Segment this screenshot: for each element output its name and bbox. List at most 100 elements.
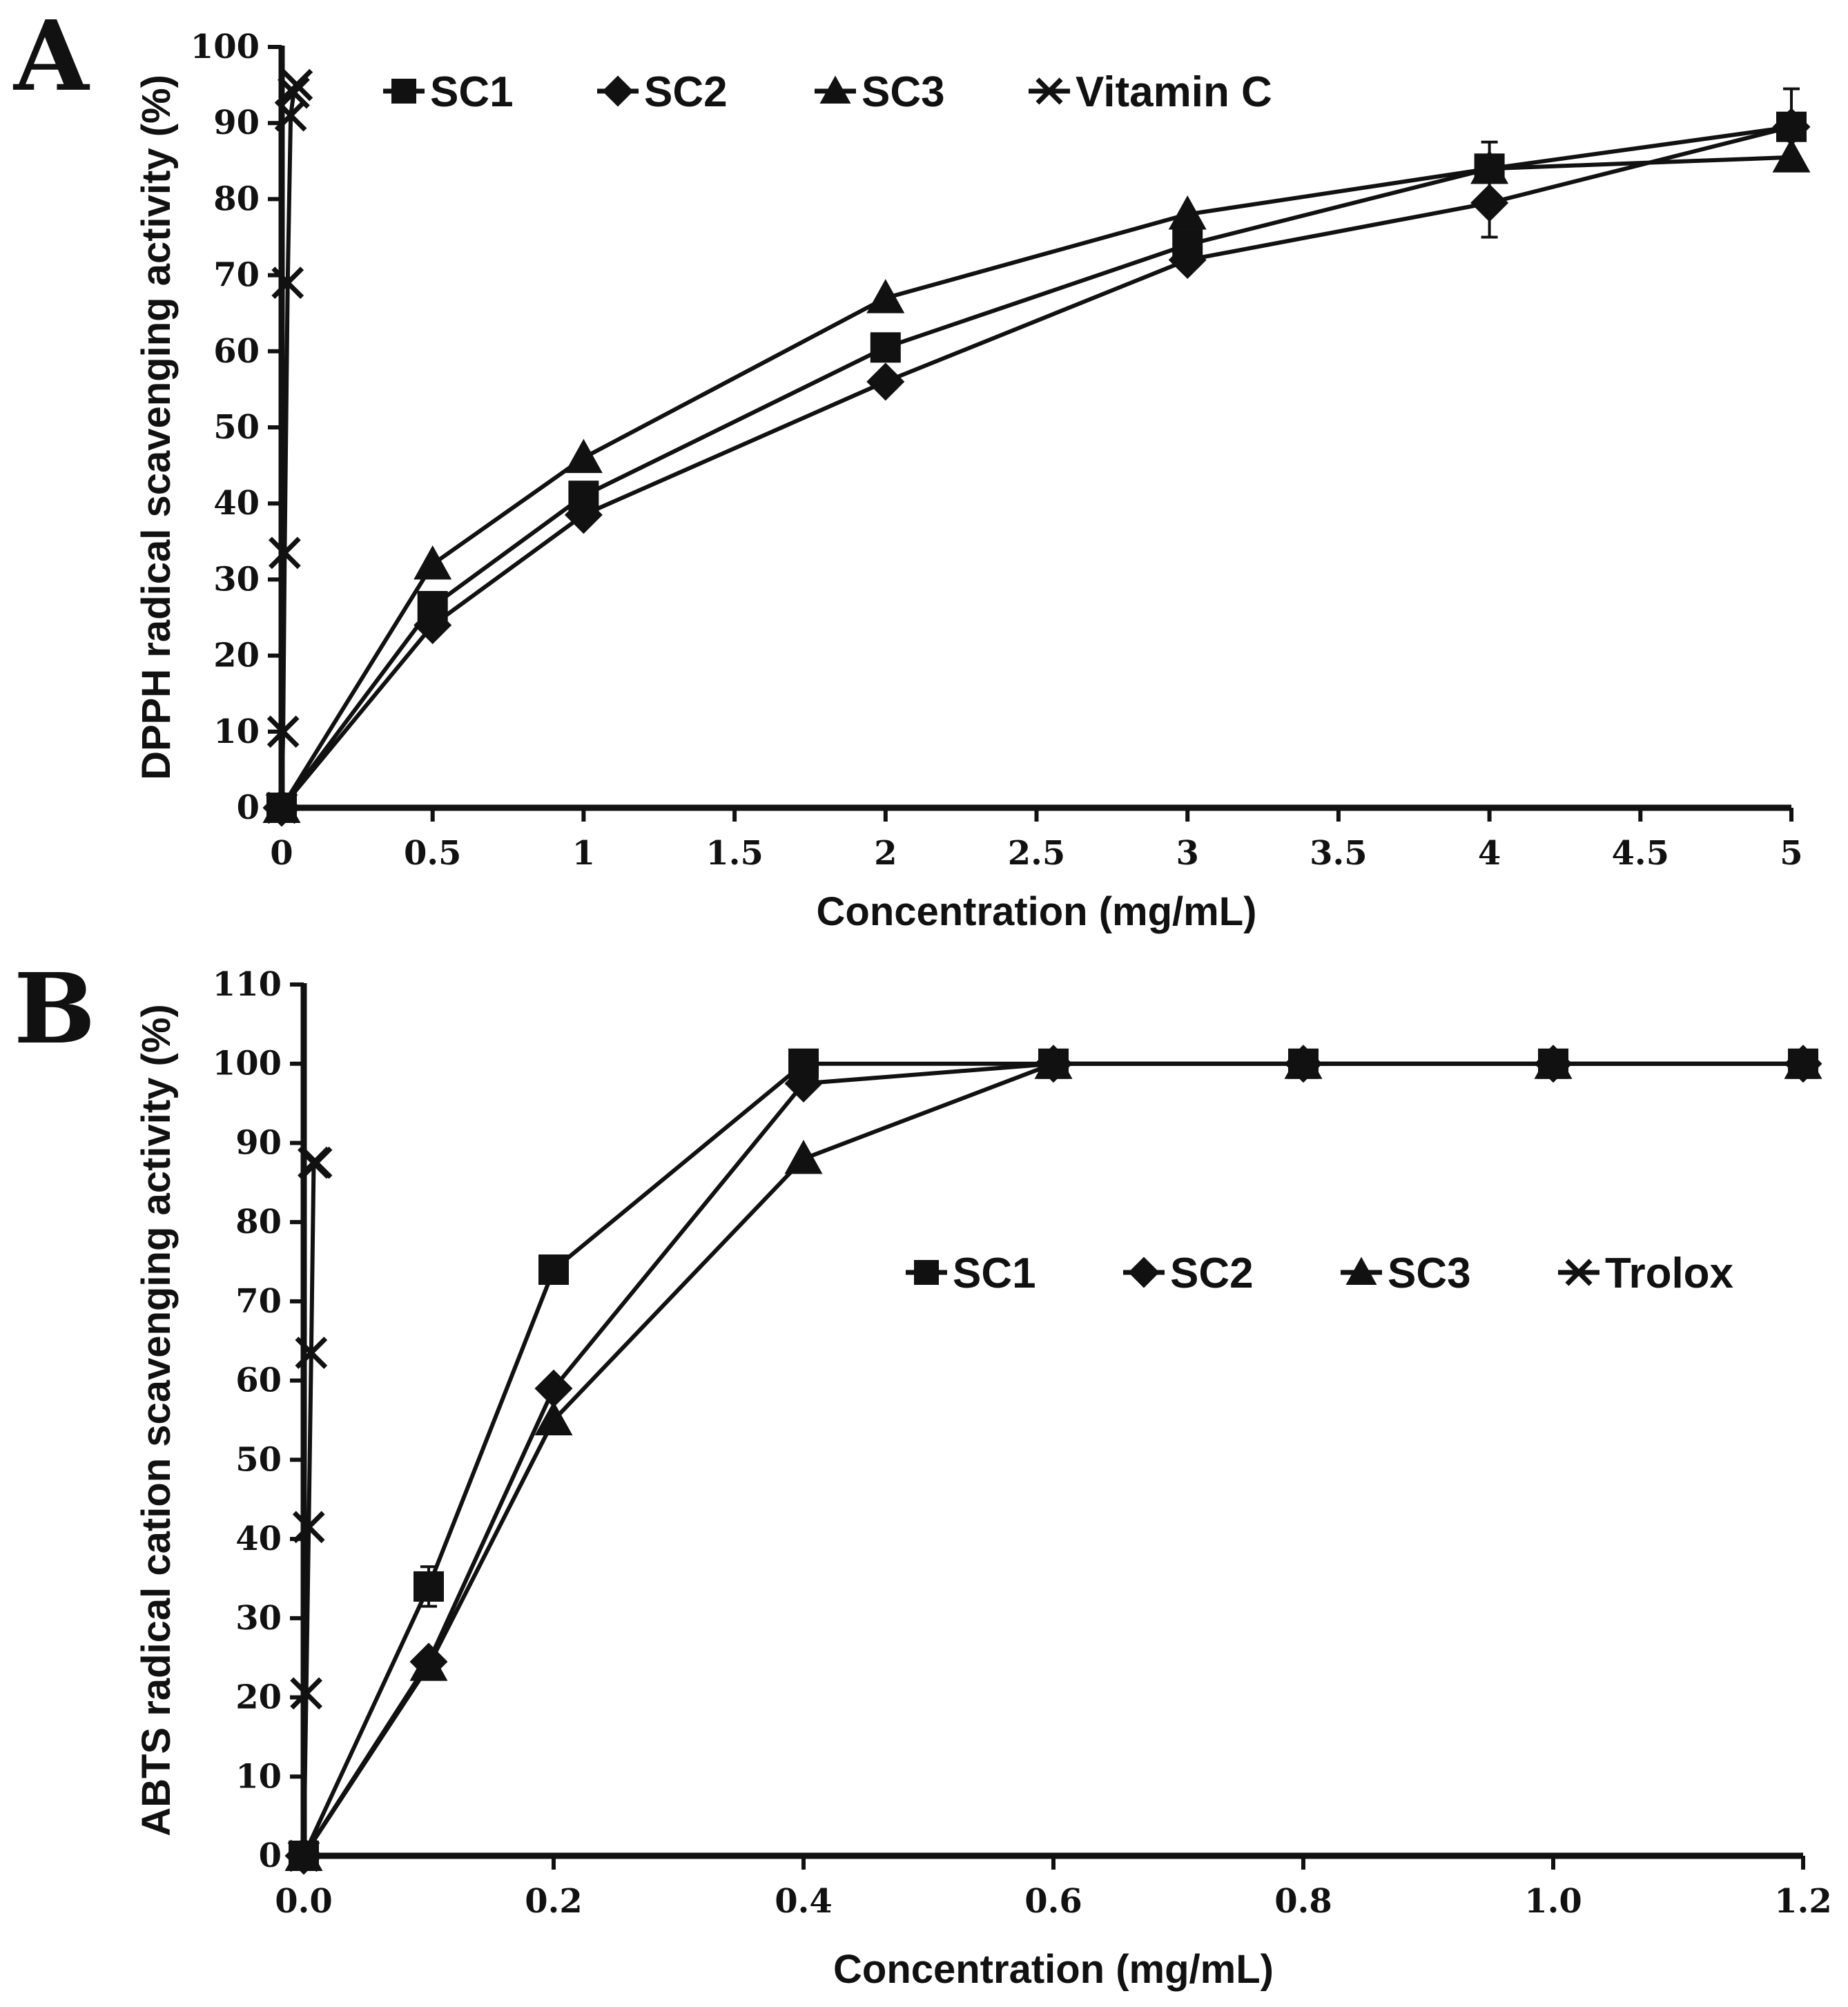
legend-label: SC3	[862, 68, 945, 116]
series-line-sc2	[280, 124, 1792, 809]
data-point-vitamin-c	[266, 715, 300, 748]
y-tick-label: 20	[235, 1678, 282, 1717]
y-tick-label: 70	[213, 256, 260, 295]
legend-label: Vitamin C	[1076, 68, 1272, 116]
legend-marker	[391, 79, 416, 104]
data-point-sc3	[1470, 149, 1509, 184]
y-tick-label: 10	[235, 1757, 282, 1796]
x-tick-label: 3.5	[1310, 834, 1368, 873]
legend-item-sc3: SC3	[1341, 1250, 1471, 1297]
y-tick-label: 70	[235, 1282, 282, 1321]
y-tick-label: 50	[235, 1440, 282, 1479]
x-tick-label: 0.8	[1274, 1882, 1332, 1921]
x-axis-title: Concentration (mg/mL)	[817, 889, 1257, 934]
y-tick-label: 10	[213, 712, 260, 751]
series-sc2	[284, 1045, 1822, 1875]
legend-item-vitamin-c: Vitamin C	[1029, 68, 1272, 116]
y-tick-label: 80	[235, 1203, 282, 1241]
legend-marker	[1035, 77, 1063, 105]
data-point-sc2	[1168, 241, 1207, 280]
legend-item-sc1: SC1	[383, 68, 514, 116]
legend-marker	[1565, 1259, 1593, 1286]
legend-label: SC2	[644, 68, 728, 116]
data-point-vitamin-c	[280, 68, 313, 101]
panel-b: B 0 10 20 30 40 50 60 70 80 90 100 110 0.0 0.2 0.4 0.6 0.…	[14, 953, 1832, 1992]
data-point-sc3	[1168, 195, 1207, 230]
y-tick-label: 50	[213, 408, 260, 447]
legend-item-sc2: SC2	[597, 68, 728, 116]
x-tick-label: 0.0	[275, 1882, 333, 1921]
data-point-trolox	[292, 1511, 325, 1544]
data-point-sc2	[414, 606, 452, 645]
data-point-sc3	[1284, 1045, 1323, 1079]
series-line-sc3	[302, 1061, 1803, 1857]
y-tick-label: 20	[213, 637, 260, 675]
data-point-vitamin-c	[265, 791, 298, 824]
x-tick-label: 2	[874, 834, 897, 873]
x-tick-label: 0	[270, 834, 293, 873]
x-tick-label: 4	[1478, 834, 1501, 873]
legend-item-trolox: Trolox	[1558, 1250, 1734, 1297]
y-axis-title: ABTS radical cation scavenging activity …	[134, 1004, 179, 1836]
data-point-vitamin-c	[268, 536, 301, 570]
series-sc1	[266, 87, 1807, 823]
legend-marker	[914, 1260, 939, 1285]
data-point-sc3	[534, 1401, 573, 1435]
y-tick-label: 0	[237, 788, 260, 827]
x-tick-label: 0.4	[775, 1882, 833, 1921]
y-tick-label: 90	[213, 104, 260, 142]
series-line-sc3	[280, 155, 1792, 809]
x-tick-label: 5	[1780, 834, 1802, 873]
legend-label: SC2	[1170, 1250, 1254, 1297]
y-tick-label: 90	[235, 1123, 282, 1162]
legend-label: Trolox	[1605, 1250, 1734, 1297]
legend-marker	[819, 75, 851, 104]
data-point-trolox	[287, 1839, 320, 1872]
y-tick-label: 0	[259, 1836, 282, 1875]
legend-marker	[1345, 1257, 1377, 1285]
legend-item-sc3: SC3	[815, 68, 945, 116]
x-tick-label: 3	[1176, 834, 1198, 873]
x-axis-title: Concentration (mg/mL)	[833, 1947, 1274, 1992]
data-point-sc3	[414, 545, 452, 580]
x-tick-label: 2.5	[1008, 834, 1066, 873]
panel-label: B	[14, 953, 95, 1066]
y-tick-label: 80	[213, 180, 260, 218]
data-point-sc2	[1470, 184, 1509, 222]
x-tick-label: 1.2	[1774, 1882, 1832, 1921]
series-sc2	[262, 108, 1811, 827]
y-tick-label: 110	[213, 965, 282, 1004]
legend: SC1 SC2 SC3 Trolox	[906, 1250, 1734, 1297]
data-point-sc3	[784, 1139, 823, 1174]
data-point-sc2	[784, 1064, 823, 1103]
legend-label: SC1	[953, 1250, 1036, 1297]
x-tick-label: 0.6	[1024, 1882, 1082, 1921]
y-tick-label: 100	[213, 1045, 282, 1083]
data-point-sc3	[866, 279, 905, 313]
legend-label: SC1	[430, 68, 514, 116]
y-tick-label: 60	[213, 332, 260, 371]
x-tick-label: 4.5	[1612, 834, 1670, 873]
y-tick-label: 40	[235, 1520, 282, 1558]
x-tick-label: 0.2	[525, 1882, 583, 1921]
y-tick-label: 100	[191, 28, 260, 66]
legend-marker	[1128, 1257, 1160, 1288]
data-point-trolox	[295, 1337, 328, 1369]
y-tick-label: 30	[235, 1599, 282, 1638]
legend-label: SC3	[1388, 1250, 1471, 1297]
legend-marker	[602, 75, 634, 107]
data-point-vitamin-c	[271, 266, 304, 299]
data-point-sc1	[414, 1571, 444, 1602]
series-sc3	[262, 138, 1811, 823]
x-tick-label: 1	[572, 834, 595, 873]
series-trolox	[287, 1146, 333, 1872]
data-point-sc3	[1034, 1045, 1073, 1079]
panel-label: A	[12, 0, 90, 113]
series-line-sc1	[302, 1061, 1803, 1857]
y-axis-title: DPPH radical scavenging activity (%)	[134, 75, 179, 780]
x-tick-label: 1.0	[1524, 1882, 1582, 1921]
series-vitamin-c	[265, 68, 313, 824]
data-point-trolox	[290, 1677, 322, 1710]
y-tick-label: 40	[213, 484, 260, 523]
